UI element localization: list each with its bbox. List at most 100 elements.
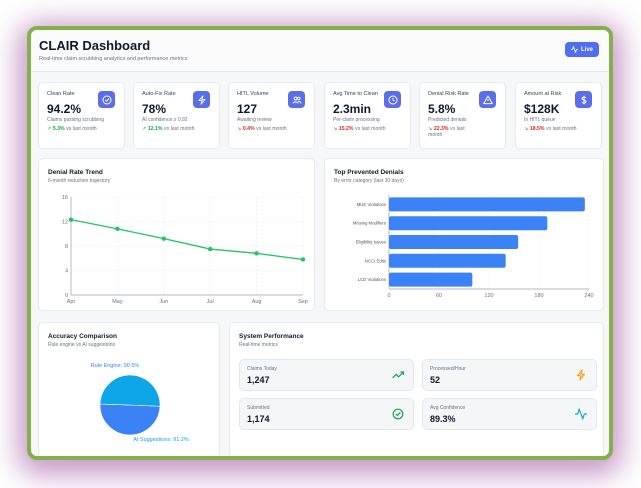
chart-subtitle: 6-month reduction trajectory (48, 178, 111, 184)
zap-icon (193, 91, 210, 108)
data-point (208, 246, 213, 252)
section-subtitle: Real-time metrics (239, 342, 278, 348)
series-line (70, 219, 304, 261)
kpi-change: ↘ 18.5% vs last month (524, 126, 594, 132)
kpi-value: $128K (524, 102, 560, 116)
kpi-label: Avg Time to Clean (333, 91, 378, 97)
kpi-change: ↘ 15.2% vs last month (333, 126, 403, 132)
kpi-description: Awaiting review (237, 117, 272, 123)
section-title: System Performance (239, 333, 304, 340)
kpi-description: AI confidence ≥ 0.92 (142, 117, 188, 123)
bar (389, 197, 585, 212)
data-point (115, 226, 120, 232)
bar (389, 216, 548, 231)
page-title: CLAIR Dashboard (39, 38, 151, 53)
trend-down-icon: ↘ (237, 126, 242, 132)
live-label: Live (580, 46, 593, 53)
x-tick-label: Jul (207, 299, 214, 305)
kpi-description: Predicted denials (428, 117, 467, 123)
kpi-change: ↗ 12.1% vs last month (142, 126, 212, 132)
pie-chart: Rule Engine: 90.5% AI Suggestions: 91.2% (91, 363, 189, 443)
metric-value: 1,247 (247, 375, 270, 385)
kpi-change-value: 5.3% (52, 126, 65, 132)
y-tick-label: 4 (65, 269, 68, 275)
accuracy-comparison-card: Accuracy Comparison Rule engine vs AI su… (38, 322, 220, 456)
kpi-change: ↘ 0.4% vs last month (237, 126, 307, 132)
check-circle-icon (98, 91, 115, 108)
system-performance-card: System Performance Real-time metrics Cla… (229, 322, 604, 456)
y-tick-label: Missing Modifiers (353, 221, 386, 226)
bar-chart: 0 60 120 180 240 MUE Violations Missing Modifi… (353, 195, 594, 299)
users-icon (288, 91, 305, 108)
kpi-change-suffix: vs last month (256, 126, 287, 132)
kpi-card-5: Amount at Risk $128K In HITL queue ↘ 18.… (515, 82, 602, 149)
metric-label: Claims Today (247, 366, 277, 372)
kpi-description: In HITL queue (524, 117, 556, 123)
kpi-label: HITL Volume (237, 91, 269, 97)
dashboard-window: CLAIR Dashboard Real-time claim scrubbin… (27, 26, 613, 460)
metric-label: Processed/Hour (430, 366, 466, 372)
metric-1: Processed/Hour 52 (422, 359, 597, 391)
kpi-label: Amount at Risk (524, 91, 562, 97)
trending-up-icon (392, 371, 404, 379)
kpi-change-suffix: vs last month (428, 126, 465, 138)
pie-slice (99, 374, 161, 407)
x-tick-label: Apr (67, 299, 76, 305)
y-tick-label: 12 (62, 220, 68, 226)
kpi-change-value: 22.3% (433, 126, 449, 132)
kpi-value: 5.8% (428, 102, 456, 116)
metric-0: Claims Today 1,247 (239, 359, 414, 391)
line-chart: 0 4 8 12 16 Apr May Jun Jul Aug Sep (62, 195, 308, 305)
x-tick-label: 180 (534, 293, 543, 299)
top-prevented-denials-card: Top Prevented Denials By error category … (324, 158, 604, 311)
kpi-label: Denial Risk Rate (428, 91, 469, 97)
trend-up-icon: ↗ (47, 126, 52, 132)
page-subtitle: Real-time claim scrubbing analytics and … (39, 56, 188, 62)
metric-value: 89.3% (430, 414, 456, 424)
kpi-change-value: 12.1% (147, 126, 163, 132)
trend-down-icon: ↘ (428, 126, 433, 132)
kpi-card-0: Clean Rate 94.2% Claims passing scrubbin… (38, 82, 125, 149)
zap-icon (576, 369, 586, 381)
activity-icon (575, 408, 587, 420)
bar (389, 272, 473, 287)
clock-icon (384, 91, 401, 108)
y-tick-label: NCCI Edits (365, 258, 386, 263)
trend-down-icon: ↘ (333, 126, 338, 132)
kpi-card-4: Denial Risk Rate 5.8% Predicted denials … (419, 82, 506, 149)
metric-value: 1,174 (247, 414, 270, 424)
data-point (254, 251, 259, 256)
header: CLAIR Dashboard Real-time claim scrubbin… (31, 30, 609, 72)
kpi-change-value: 0.4% (242, 126, 255, 132)
kpi-card-1: Auto-Fix Rate 78% AI confidence ≥ 0.92 ↗… (133, 82, 220, 149)
y-tick-label: Eligibility Issues (356, 240, 386, 245)
metric-label: Avg Confidence (430, 405, 466, 411)
data-point (300, 257, 306, 262)
y-tick-label: MUE Violations (357, 202, 386, 207)
data-point (68, 217, 74, 222)
metric-3: Avg Confidence 89.3% (422, 398, 597, 430)
kpi-description: Claims passing scrubbing (47, 117, 104, 123)
kpi-value: 78% (142, 102, 167, 116)
metric-label: Submitted (247, 405, 270, 411)
pie-label: Rule Engine: 90.5% (91, 363, 140, 369)
y-tick-label: 0 (65, 293, 68, 299)
alert-triangle-icon (479, 91, 496, 108)
x-tick-label: May (112, 299, 123, 305)
kpi-label: Auto-Fix Rate (142, 91, 176, 97)
pie-label: AI Suggestions: 91.2% (133, 437, 189, 443)
x-tick-label: 120 (484, 293, 493, 299)
x-tick-label: 60 (436, 293, 442, 299)
chart-title: Accuracy Comparison (48, 333, 117, 340)
bar (389, 235, 519, 249)
kpi-card-2: HITL Volume 127 Awaiting review ↘ 0.4% v… (228, 82, 315, 149)
live-button[interactable]: Live (564, 42, 599, 57)
kpi-value: 94.2% (47, 102, 82, 116)
check-circle-icon (392, 408, 404, 420)
kpi-change-suffix: vs last month (354, 126, 386, 132)
x-tick-label: Jun (159, 299, 168, 305)
kpi-change-suffix: vs last month (545, 126, 577, 132)
y-tick-label: 8 (65, 244, 68, 250)
chart-title: Top Prevented Denials (334, 169, 404, 176)
denial-rate-trend-card: Denial Rate Trend 6-month reduction traj… (38, 158, 315, 311)
